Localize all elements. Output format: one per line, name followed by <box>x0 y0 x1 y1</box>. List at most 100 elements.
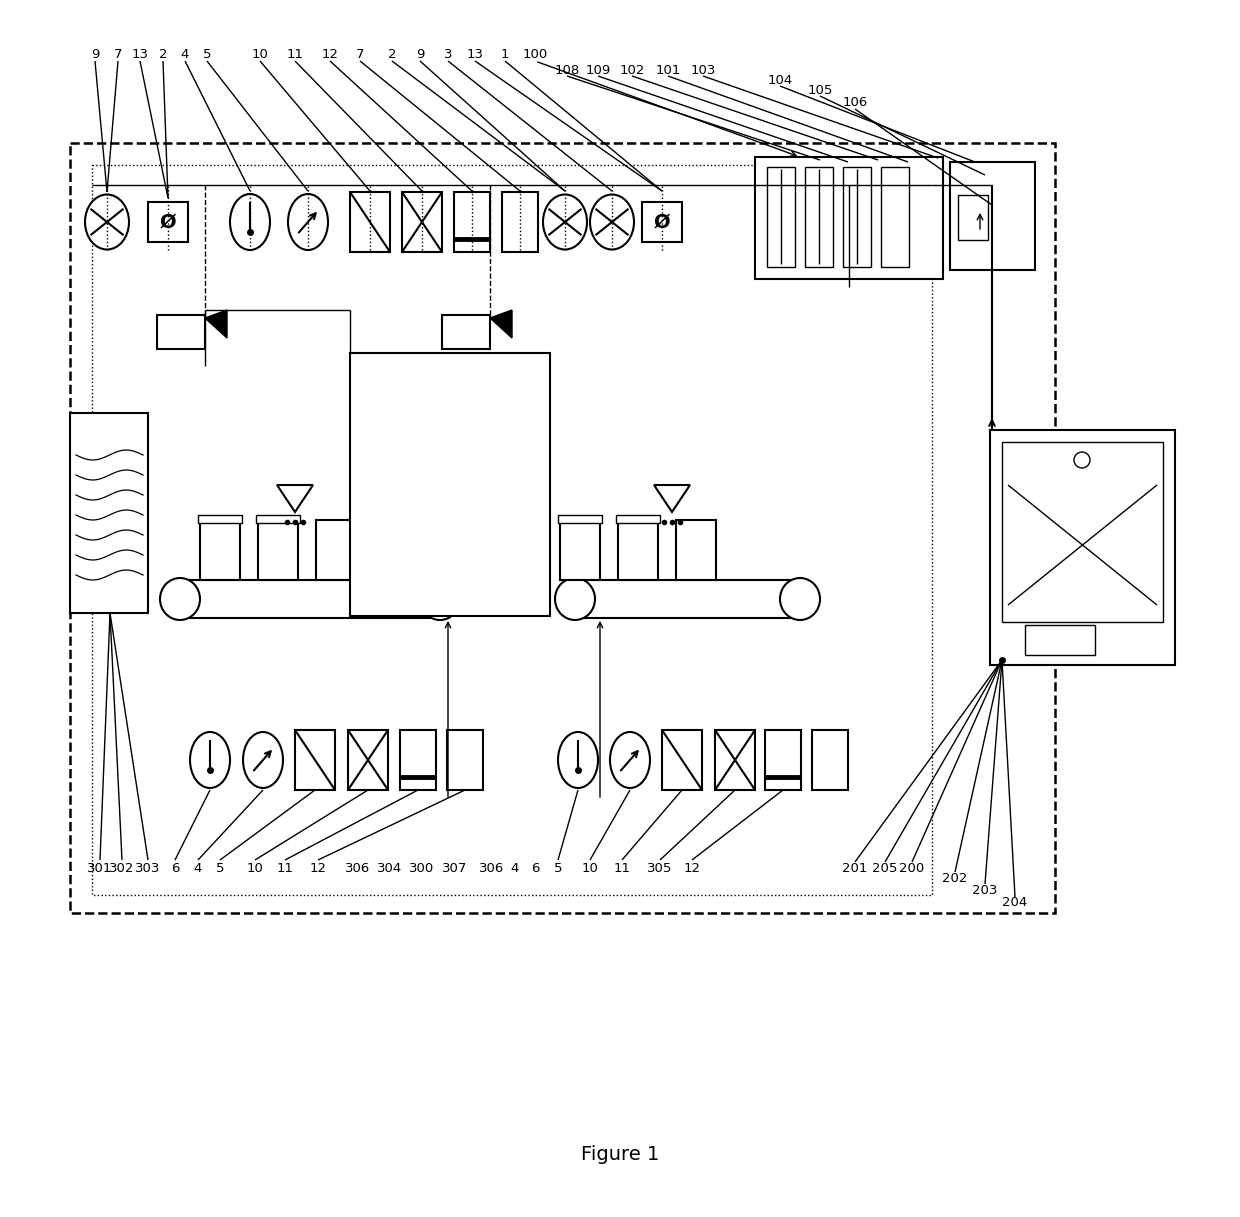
Ellipse shape <box>780 578 820 619</box>
Bar <box>401 730 436 790</box>
Text: 101: 101 <box>655 63 681 77</box>
Text: 109: 109 <box>585 63 610 77</box>
Ellipse shape <box>543 195 587 249</box>
Text: Ø: Ø <box>653 213 671 231</box>
Text: 7: 7 <box>356 49 365 62</box>
Bar <box>959 195 988 240</box>
Bar <box>990 430 1176 664</box>
Text: 1: 1 <box>501 49 510 62</box>
Bar <box>1025 626 1095 655</box>
Text: 306: 306 <box>480 862 505 875</box>
Text: 103: 103 <box>691 63 715 77</box>
Text: 203: 203 <box>972 884 998 897</box>
Bar <box>642 202 682 242</box>
Bar <box>148 202 188 242</box>
Text: 3: 3 <box>444 49 453 62</box>
Text: 201: 201 <box>842 862 868 875</box>
Text: 306: 306 <box>346 862 371 875</box>
Text: 5: 5 <box>554 862 562 875</box>
Bar <box>843 167 870 267</box>
Polygon shape <box>490 310 512 338</box>
Bar <box>662 730 702 790</box>
Bar <box>316 520 356 581</box>
Text: 7: 7 <box>114 49 123 62</box>
Text: 204: 204 <box>1002 897 1028 909</box>
Text: 303: 303 <box>135 862 161 875</box>
Text: 300: 300 <box>409 862 435 875</box>
Bar <box>350 192 391 252</box>
Text: 12: 12 <box>683 862 701 875</box>
Bar <box>805 167 833 267</box>
Bar <box>812 730 848 790</box>
Bar <box>558 515 601 523</box>
Text: 6: 6 <box>171 862 180 875</box>
Bar <box>950 162 1035 270</box>
Text: 305: 305 <box>647 862 672 875</box>
Bar <box>446 730 484 790</box>
Text: 2: 2 <box>388 49 397 62</box>
Ellipse shape <box>558 731 598 787</box>
Text: 11: 11 <box>277 862 294 875</box>
Text: 10: 10 <box>252 49 268 62</box>
Text: 11: 11 <box>614 862 630 875</box>
Text: 301: 301 <box>87 862 113 875</box>
Text: 5: 5 <box>203 49 211 62</box>
Bar <box>295 730 335 790</box>
Text: 105: 105 <box>807 84 833 96</box>
Text: 12: 12 <box>321 49 339 62</box>
Bar <box>200 520 241 581</box>
Bar <box>502 192 538 252</box>
Text: 205: 205 <box>872 862 898 875</box>
Bar <box>755 157 942 279</box>
Bar <box>69 144 1055 913</box>
Text: 302: 302 <box>109 862 135 875</box>
Ellipse shape <box>86 195 129 249</box>
Text: 108: 108 <box>554 63 579 77</box>
Bar <box>69 413 148 613</box>
Bar <box>768 167 795 267</box>
Text: 100: 100 <box>522 49 548 62</box>
Ellipse shape <box>243 731 283 787</box>
Polygon shape <box>205 310 227 338</box>
Text: 4: 4 <box>181 49 190 62</box>
Bar <box>198 515 242 523</box>
Text: 13: 13 <box>466 49 484 62</box>
Text: 102: 102 <box>619 63 645 77</box>
Bar <box>715 730 755 790</box>
Ellipse shape <box>610 731 650 787</box>
Ellipse shape <box>590 195 634 249</box>
Text: 202: 202 <box>942 871 967 885</box>
Bar <box>157 315 205 349</box>
Text: 4: 4 <box>511 862 520 875</box>
Ellipse shape <box>160 578 200 619</box>
Text: 2: 2 <box>159 49 167 62</box>
Text: 11: 11 <box>286 49 304 62</box>
Ellipse shape <box>190 731 229 787</box>
Text: Ø: Ø <box>160 213 176 231</box>
Bar <box>92 166 932 894</box>
Bar <box>880 167 909 267</box>
Bar <box>402 192 441 252</box>
Bar <box>348 730 388 790</box>
Text: 304: 304 <box>377 862 403 875</box>
Text: 9: 9 <box>415 49 424 62</box>
Text: 13: 13 <box>131 49 149 62</box>
Text: 12: 12 <box>310 862 326 875</box>
Bar <box>258 520 298 581</box>
Text: 200: 200 <box>899 862 925 875</box>
Bar <box>676 520 715 581</box>
Text: 10: 10 <box>582 862 599 875</box>
Polygon shape <box>277 486 312 512</box>
Ellipse shape <box>556 578 595 619</box>
Text: 106: 106 <box>842 96 868 110</box>
Ellipse shape <box>1074 452 1090 469</box>
Bar <box>765 730 801 790</box>
Bar <box>560 520 600 581</box>
Text: Figure 1: Figure 1 <box>580 1145 660 1165</box>
Ellipse shape <box>229 194 270 249</box>
Bar <box>618 520 658 581</box>
Bar <box>350 353 551 616</box>
Bar <box>255 515 300 523</box>
Bar <box>616 515 660 523</box>
Text: 4: 4 <box>193 862 202 875</box>
